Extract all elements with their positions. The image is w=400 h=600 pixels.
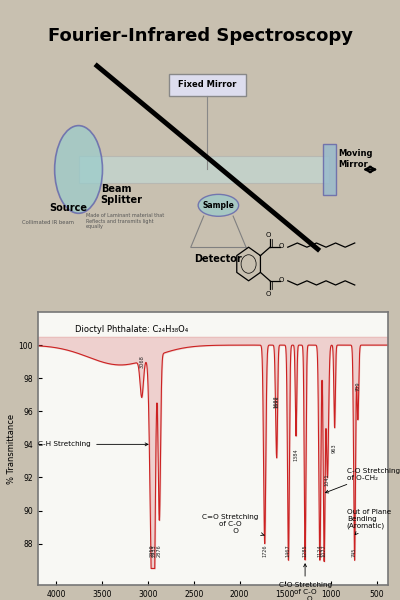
Bar [323,143,336,196]
Text: Detector: Detector [194,254,242,264]
Text: Collimated IR beam: Collimated IR beam [22,220,74,226]
Text: C=O Stretching
of C-O
     O: C=O Stretching of C-O O [202,514,264,536]
Text: 745: 745 [352,547,357,557]
Text: 1384: 1384 [294,448,298,461]
Text: 1285: 1285 [302,544,308,557]
Y-axis label: % Transmittance: % Transmittance [7,413,16,484]
Text: 1124: 1124 [317,544,322,557]
Text: 1041: 1041 [325,473,330,486]
Text: 2876: 2876 [157,544,162,557]
Text: O: O [265,291,271,297]
Text: 1726: 1726 [262,544,267,557]
Text: O: O [279,277,284,283]
Text: Source: Source [49,203,87,214]
Text: 2933: 2933 [152,544,156,557]
Bar [169,74,246,96]
Text: 1077: 1077 [322,544,327,557]
Text: Fourier-Infrared Spectroscopy: Fourier-Infrared Spectroscopy [48,27,352,45]
Text: O: O [279,244,284,250]
Text: 709: 709 [355,382,360,391]
Text: Sample: Sample [202,201,234,210]
Text: Moving: Moving [338,149,372,158]
Text: 963: 963 [332,443,337,452]
Text: C-O Stretching
of O-CH₂: C-O Stretching of O-CH₂ [326,467,400,493]
Text: Out of Plane
Bending
(Aromatic): Out of Plane Bending (Aromatic) [347,509,391,535]
Text: Dioctyl Phthalate: C₂₄H₃₈O₄: Dioctyl Phthalate: C₂₄H₃₈O₄ [75,325,188,334]
Text: Beam
Splitter: Beam Splitter [101,184,143,205]
Text: 1602: 1602 [274,395,278,408]
Text: Made of Laminant material that
Reflects and transmits light
equally: Made of Laminant material that Reflects … [86,213,164,229]
Text: C-O Stretching
of C-O
    O: C-O Stretching of C-O O [278,564,332,600]
Text: Mirror: Mirror [338,160,368,169]
Ellipse shape [55,125,102,213]
Text: Fixed Mirror: Fixed Mirror [178,80,236,89]
Text: 2959: 2959 [149,544,154,557]
Text: C-H Stretching: C-H Stretching [38,442,148,448]
Bar [78,155,329,184]
Text: O: O [265,232,271,238]
Ellipse shape [198,194,239,216]
Text: 1467: 1467 [286,544,291,557]
Text: 3068: 3068 [139,355,144,368]
Text: 1591: 1591 [274,395,280,408]
